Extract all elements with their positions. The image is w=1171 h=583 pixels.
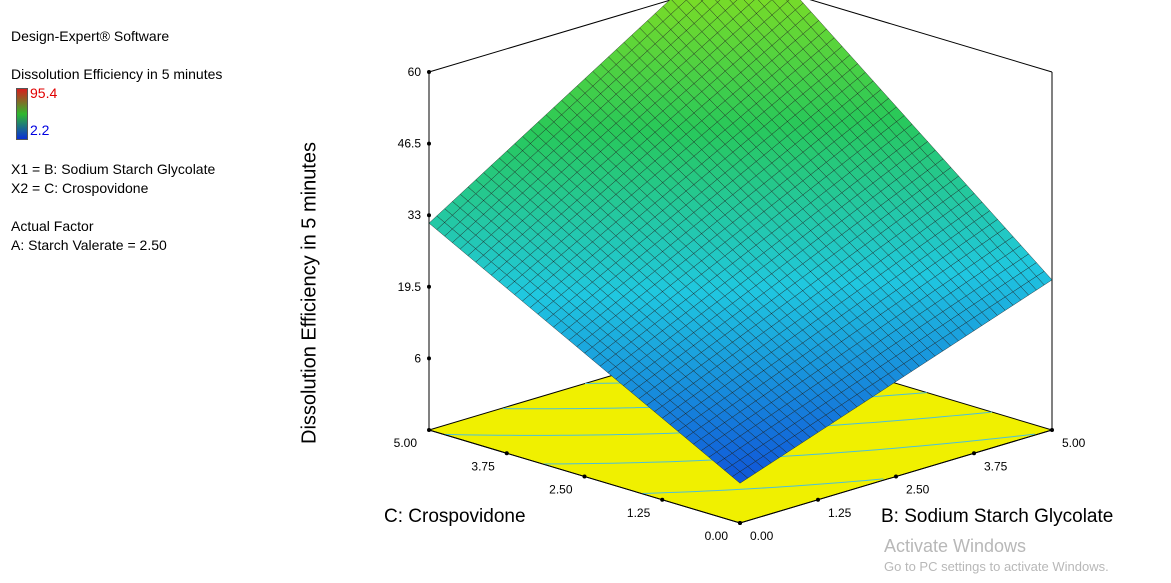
z-axis-title: Dissolution Efficiency in 5 minutes	[298, 142, 321, 444]
z-tick-marker-3	[427, 141, 431, 146]
z-tick-marker-1	[427, 284, 431, 289]
c-tick-label-2: 2.50	[549, 483, 573, 497]
z-tick-label-2: 33	[408, 208, 422, 222]
surface-cell	[715, 0, 721, 3]
factor-x2: X2 = C: Crospovidone	[11, 180, 149, 196]
actual-factor-value: A: Starch Valerate = 2.50	[11, 237, 167, 253]
b-tick-label-4: 5.00	[1062, 436, 1086, 450]
surface-cell	[729, 0, 738, 4]
color-scale-min: 2.2	[30, 122, 50, 138]
top-frame	[428, 0, 1053, 73]
z-tick-label-0: 6	[414, 351, 421, 365]
factor-x1: X1 = B: Sodium Starch Glycolate	[11, 161, 216, 177]
floor-contour-line-1	[542, 433, 1035, 465]
b-tick-label-3: 3.75	[984, 459, 1008, 473]
b-tick-marker-0	[738, 521, 742, 525]
activate-windows-subtitle: Go to PC settings to activate Windows.	[884, 559, 1109, 574]
b-tick-marker-1	[816, 497, 820, 502]
z-tick-marker-2	[427, 213, 431, 218]
b-tick-marker-4	[1050, 428, 1054, 432]
b-tick-marker-2	[894, 474, 898, 479]
c-tick-marker-3	[504, 451, 509, 456]
b-tick-marker-3	[972, 451, 976, 456]
c-tick-label-1: 1.25	[627, 506, 651, 520]
c-tick-label-4: 5.00	[394, 436, 418, 450]
c-tick-label-3: 3.75	[471, 459, 495, 473]
actual-factor-heading: Actual Factor	[11, 218, 94, 234]
color-scale-max: 95.4	[30, 85, 58, 101]
sodium-starch-glycolate-axis-title: B: Sodium Starch Glycolate	[881, 506, 1114, 527]
crospovidone-axis-title: C: Crospovidone	[384, 506, 526, 527]
z-tick-label-1: 19.5	[398, 280, 422, 294]
color-scale-bar	[16, 88, 28, 140]
response-surface	[428, 0, 1053, 484]
software-name: Design-Expert® Software	[11, 28, 170, 44]
response-name: Dissolution Efficiency in 5 minutes	[11, 66, 223, 82]
z-tick-label-3: 46.5	[398, 137, 422, 151]
z-tick-label-4: 60	[408, 65, 422, 79]
b-tick-label-2: 2.50	[906, 483, 930, 497]
floor-contour-line-0	[641, 478, 884, 494]
c-tick-label-0: 0.00	[705, 529, 729, 543]
z-tick-marker-4	[427, 70, 431, 74]
c-tick-marker-1	[660, 497, 665, 502]
b-tick-label-1: 1.25	[828, 506, 852, 520]
c-tick-marker-4	[427, 428, 431, 432]
c-tick-marker-2	[582, 474, 587, 479]
b-tick-label-0: 0.00	[750, 529, 774, 543]
activate-windows-title: Activate Windows	[884, 536, 1027, 556]
surface-cell	[731, 471, 749, 484]
z-tick-marker-0	[427, 356, 431, 361]
